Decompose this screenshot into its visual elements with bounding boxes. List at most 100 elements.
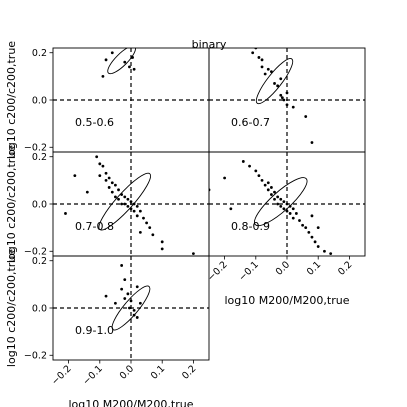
data-point: [145, 221, 149, 225]
data-point: [285, 103, 289, 107]
data-point: [263, 183, 267, 187]
data-point: [120, 202, 124, 206]
data-point: [142, 216, 145, 220]
data-point: [132, 308, 136, 312]
data-point: [316, 245, 320, 248]
data-point: [126, 204, 130, 208]
data-point: [123, 297, 127, 300]
data-point: [138, 209, 142, 213]
panel-label: 0.8-0.9: [231, 220, 270, 233]
data-point: [117, 188, 120, 192]
data-point: [104, 58, 108, 62]
data-point: [313, 240, 317, 244]
y-tick-label: 0.0: [32, 95, 47, 106]
data-point: [98, 162, 102, 166]
data-point: [307, 230, 311, 234]
data-point: [310, 214, 314, 218]
x-tick-label: 0.1: [149, 363, 167, 381]
data-point: [135, 214, 139, 218]
confidence-ellipse: [255, 58, 294, 105]
data-point: [132, 202, 136, 206]
data-point: [123, 195, 127, 199]
data-point: [257, 174, 261, 178]
data-point: [291, 216, 295, 220]
data-point: [104, 294, 108, 298]
data-point: [310, 141, 314, 144]
confidence-ellipse: [111, 285, 151, 331]
x-axis-label: log10 M200/M200,true: [224, 294, 349, 307]
data-point: [114, 183, 117, 187]
data-point: [266, 188, 270, 192]
data-point: [291, 207, 295, 211]
x-tick-label: 0.0: [118, 363, 136, 381]
y-tick-label: 0.2: [32, 152, 47, 163]
data-point: [160, 247, 164, 251]
data-point: [129, 207, 133, 211]
data-point: [129, 200, 133, 204]
data-point: [304, 115, 308, 118]
data-point: [270, 186, 273, 189]
data-point: [279, 93, 283, 97]
data-point: [276, 84, 280, 88]
data-point: [291, 105, 295, 109]
y-tick-label: 0.2: [32, 256, 47, 267]
data-point: [273, 197, 276, 201]
data-point: [98, 174, 102, 178]
data-point: [120, 287, 124, 291]
panel-plot-area: [53, 256, 209, 360]
panel-plot-area: [53, 152, 209, 256]
x-axis-label: log10 M200/M200,true: [68, 398, 193, 407]
x-tick-label: −0.1: [237, 259, 261, 283]
data-point: [310, 235, 314, 239]
data-point: [223, 176, 227, 180]
data-point: [114, 301, 117, 305]
x-tick-label: 0.2: [336, 259, 354, 277]
data-point: [304, 226, 308, 230]
data-point: [323, 249, 326, 253]
data-point: [241, 160, 245, 163]
data-point: [288, 204, 292, 208]
data-point: [279, 204, 283, 208]
data-point: [270, 70, 273, 74]
data-point: [123, 278, 127, 282]
data-point: [110, 181, 114, 185]
x-tick-label: 0.1: [305, 259, 323, 277]
data-point: [64, 212, 67, 215]
data-point: [257, 56, 261, 59]
data-point: [294, 212, 298, 215]
data-point: [114, 195, 117, 199]
data-point: [126, 197, 130, 201]
data-point: [104, 178, 108, 182]
data-point: [132, 209, 136, 213]
data-point: [107, 176, 111, 180]
x-tick-label: 0.0: [274, 259, 292, 277]
data-point: [266, 181, 270, 185]
panels-group: 0.5-0.6 0.2 0.0 −0.2 log10 c200/c200,true 0.6…: [5, 41, 366, 407]
data-point: [285, 209, 289, 213]
data-point: [130, 44, 133, 47]
data-point: [129, 299, 133, 303]
panel-plot-area: [53, 44, 209, 152]
panel-label: 0.5-0.6: [75, 116, 114, 129]
panel-label: 0.6-0.7: [231, 116, 270, 129]
y-axis-label: log10 c200/c200,true: [5, 41, 18, 159]
data-point: [131, 56, 134, 59]
data-point: [117, 197, 120, 201]
panel-0.6-0.7: 0.6-0.7: [208, 47, 366, 153]
data-point: [248, 164, 251, 168]
x-tick-label: 0.2: [180, 363, 198, 381]
confidence-ellipse: [254, 177, 308, 227]
y-tick-label: −0.2: [24, 247, 47, 258]
confidence-ellipse: [107, 48, 136, 75]
data-point: [110, 51, 114, 55]
data-point: [148, 226, 152, 230]
data-point: [270, 193, 273, 196]
data-point: [160, 240, 164, 244]
data-point: [85, 190, 89, 194]
data-point: [254, 169, 258, 173]
data-point: [279, 77, 283, 81]
data-point: [260, 65, 264, 69]
data-point: [123, 60, 127, 64]
data-point: [132, 313, 136, 317]
data-point: [260, 178, 264, 182]
